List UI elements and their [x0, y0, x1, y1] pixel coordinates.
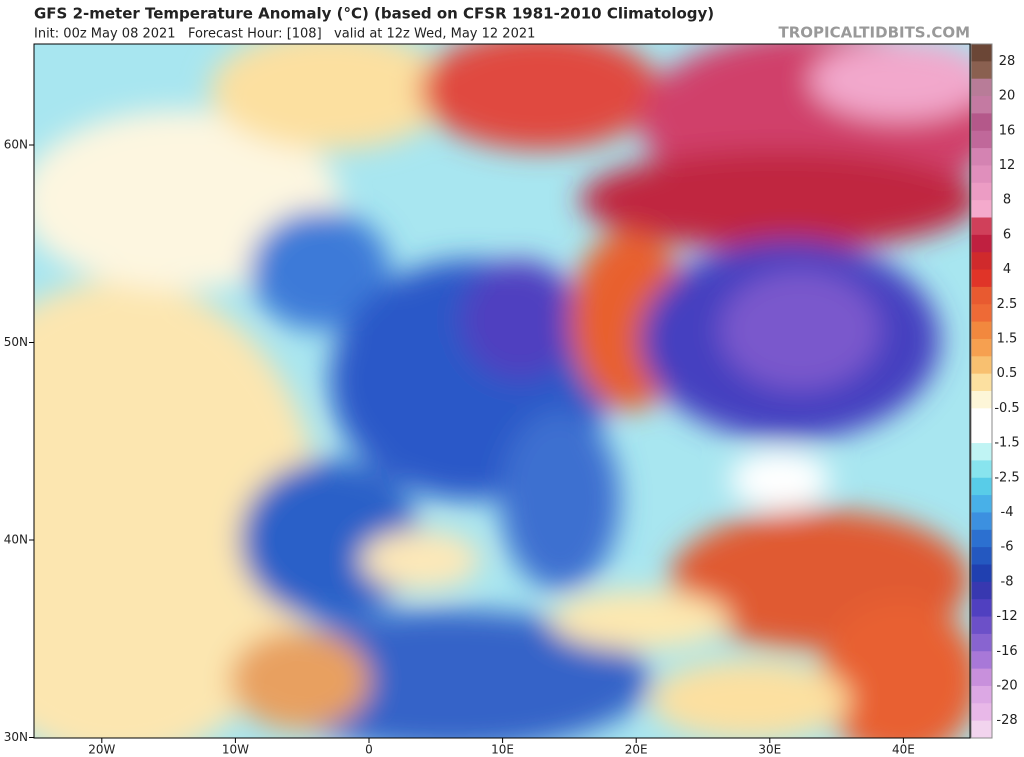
watermark: TROPICALTIDBITS.COM — [779, 24, 971, 42]
colorbar-swatch — [971, 512, 992, 531]
axes: 60N 50N 40N 30N 20W 10W 0 10E 20E 30E 40E — [4, 138, 915, 757]
colorbar-swatch — [971, 234, 992, 253]
colorbar-swatch — [971, 321, 992, 340]
colorbar-label: -6 — [1001, 540, 1014, 555]
title: GFS 2-meter Temperature Anomaly (°C) (ba… — [34, 5, 714, 23]
colorbar-label: -12 — [996, 609, 1017, 624]
colorbar-swatch — [971, 408, 992, 427]
colorbar-swatch — [971, 564, 992, 583]
colorbar-swatch — [971, 286, 992, 305]
colorbar-swatch — [971, 373, 992, 392]
colorbar-swatch — [971, 130, 992, 149]
colorbar-label: 12 — [999, 158, 1016, 173]
colorbar-swatch — [971, 252, 992, 271]
colorbar-swatch — [971, 616, 992, 635]
colorbar-swatch — [971, 113, 992, 132]
colorbar-label: -20 — [996, 678, 1017, 693]
colorbar-label: -16 — [996, 644, 1017, 659]
colorbar-swatch — [971, 217, 992, 236]
colorbar-swatch — [971, 460, 992, 479]
colorbar-swatch — [971, 425, 992, 444]
colorbar-swatch — [971, 96, 992, 114]
colorbar-swatch — [971, 581, 992, 600]
colorbar-label: 4 — [1003, 262, 1011, 277]
lon-label: 40E — [892, 743, 915, 757]
colorbar-swatch — [971, 529, 992, 548]
colorbar-swatch — [971, 720, 992, 739]
colorbar-label: 16 — [999, 123, 1016, 138]
colorbar-swatch — [971, 477, 992, 496]
colorbar-swatch — [971, 668, 992, 687]
lon-label: 20W — [88, 743, 115, 757]
lon-label: 10E — [491, 743, 514, 757]
lat-label: 50N — [4, 335, 28, 349]
colorbar-swatch — [971, 182, 992, 201]
colorbar-swatch — [971, 61, 992, 80]
colorbar-label: -1.5 — [994, 436, 1019, 451]
colorbar-label: -28 — [996, 713, 1017, 728]
colorbar-swatch — [971, 685, 992, 704]
map-frame — [33, 43, 971, 739]
colorbar-label: -0.5 — [994, 401, 1019, 416]
colorbar-swatch — [971, 44, 992, 62]
lon-label: 0 — [365, 743, 373, 757]
lon-label: 10W — [222, 743, 249, 757]
lon-label: 20E — [625, 743, 648, 757]
lat-label: 60N — [4, 138, 28, 152]
lat-label: 30N — [4, 730, 28, 744]
colorbar-label: -2.5 — [994, 470, 1019, 485]
colorbar-swatch — [971, 651, 992, 670]
colorbar-swatch — [971, 338, 992, 357]
colorbar-label: 1.5 — [997, 331, 1018, 346]
colorbar-label: 6 — [1003, 227, 1011, 242]
colorbar-swatch — [971, 443, 992, 461]
colorbar-swatch — [971, 599, 992, 618]
colorbar: 28 20 16 12 8 6 4 2.5 1.5 0.5 -0.5 -1.5 -2.5 -4 -6 -8 -1… — [970, 43, 1020, 739]
colorbar-swatch — [971, 547, 992, 565]
colorbar-swatch — [971, 165, 992, 184]
colorbar-swatch — [971, 633, 992, 652]
colorbar-label: 8 — [1003, 193, 1011, 208]
colorbar-label: -8 — [1001, 574, 1014, 589]
colorbar-swatch — [971, 200, 992, 218]
colorbar-swatch — [971, 304, 992, 323]
colorbar-swatch — [971, 703, 992, 722]
colorbar-label: -4 — [1001, 505, 1014, 520]
colorbar-swatch — [971, 269, 992, 288]
colorbar-swatch — [971, 356, 992, 375]
map — [34, 44, 970, 738]
colorbar-label: 28 — [999, 54, 1016, 69]
colorbar-label: 2.5 — [997, 297, 1018, 312]
colorbar-swatch — [971, 391, 992, 409]
lat-label: 40N — [4, 533, 28, 547]
colorbar-swatch — [971, 148, 992, 166]
colorbar-label: 0.5 — [997, 366, 1018, 381]
colorbar-frame — [970, 43, 993, 739]
colorbar-swatch — [971, 495, 992, 513]
subtitle: Init: 00z May 08 2021 Forecast Hour: [10… — [34, 27, 535, 42]
lon-label: 30E — [758, 743, 781, 757]
colorbar-swatch — [971, 78, 992, 97]
colorbar-label: 20 — [999, 89, 1016, 104]
